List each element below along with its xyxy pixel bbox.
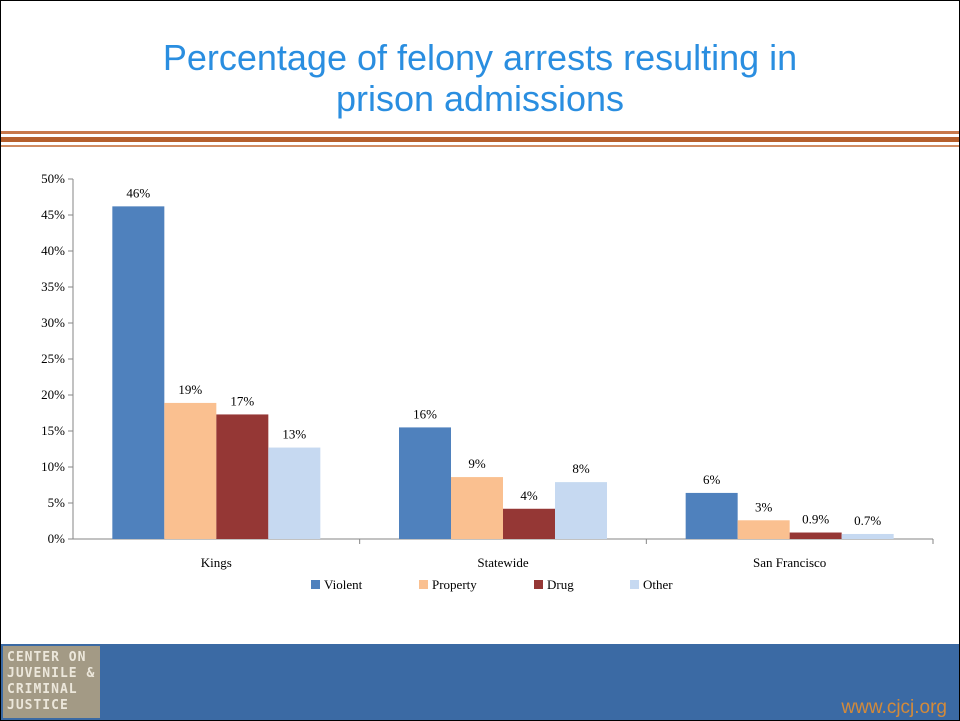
data-label: 8% (572, 461, 590, 476)
legend-swatch-other (630, 580, 639, 589)
category-label: Statewide (477, 555, 528, 570)
bar-violent (685, 492, 738, 539)
footer-url[interactable]: www.cjcj.org (841, 697, 947, 718)
bar-property (164, 402, 217, 539)
y-tick-label: 40% (41, 243, 65, 258)
slide-title-line-1: Percentage of felony arrests resulting i… (162, 37, 798, 78)
legend-swatch-violent (311, 580, 320, 589)
title-divider-middle (1, 137, 959, 142)
bar-drug (216, 414, 269, 539)
title-divider-top (1, 131, 959, 134)
data-label: 19% (178, 382, 202, 397)
y-tick-label: 25% (41, 351, 65, 366)
logo-line-1: CENTER ON (7, 650, 87, 665)
data-label: 46% (126, 185, 150, 200)
legend-swatch-property (419, 580, 428, 589)
data-label: 4% (520, 488, 538, 503)
data-label: 0.9% (802, 512, 829, 527)
title-divider-bottom (1, 145, 959, 147)
bar-other (268, 447, 321, 539)
y-tick-label: 50% (41, 171, 65, 186)
y-tick-label: 15% (41, 423, 65, 438)
bar-property (737, 520, 790, 539)
category-label: San Francisco (753, 555, 826, 570)
legend-label-drug: Drug (547, 577, 574, 592)
legend-label-property: Property (432, 577, 477, 592)
bar-violent (399, 427, 451, 539)
data-label: 3% (755, 499, 773, 514)
bar-property (451, 477, 503, 539)
footer-bar (1, 644, 959, 720)
data-label: 6% (703, 472, 721, 487)
legend-label-other: Other (643, 577, 673, 592)
slide-title: Percentage of felony arrests resulting i… (1, 37, 959, 119)
data-label: 17% (230, 393, 254, 408)
y-tick-label: 5% (48, 495, 66, 510)
bar-violent (112, 206, 165, 540)
bar-drug (789, 532, 842, 539)
y-tick-label: 10% (41, 459, 65, 474)
logo-line-3: CRIMINAL (7, 682, 78, 697)
data-label: 0.7% (854, 513, 881, 528)
data-label: 13% (282, 427, 306, 442)
bar-other (841, 533, 894, 539)
logo-line-4: JUSTICE (7, 698, 69, 713)
data-label: 16% (413, 406, 437, 421)
legend-label-violent: Violent (324, 577, 363, 592)
slide-title-line-2: prison admissions (335, 78, 625, 119)
category-label: Kings (201, 555, 232, 570)
data-label: 9% (468, 456, 486, 471)
y-tick-label: 45% (41, 207, 65, 222)
y-tick-label: 20% (41, 387, 65, 402)
y-tick-label: 0% (48, 531, 66, 546)
y-tick-label: 35% (41, 279, 65, 294)
bar-drug (503, 508, 555, 539)
bar-other (555, 482, 607, 539)
y-tick-label: 30% (41, 315, 65, 330)
logo-line-2: JUVENILE & (7, 666, 96, 681)
bar-chart: 0% 5% 10% 15% 20% 25% 30% 35% 40% 45% 50% 46% 19% 17%… (41, 171, 934, 592)
cjcj-logo: CENTER ON JUVENILE & CRIMINAL JUSTICE (3, 646, 100, 718)
legend-swatch-drug (534, 580, 543, 589)
